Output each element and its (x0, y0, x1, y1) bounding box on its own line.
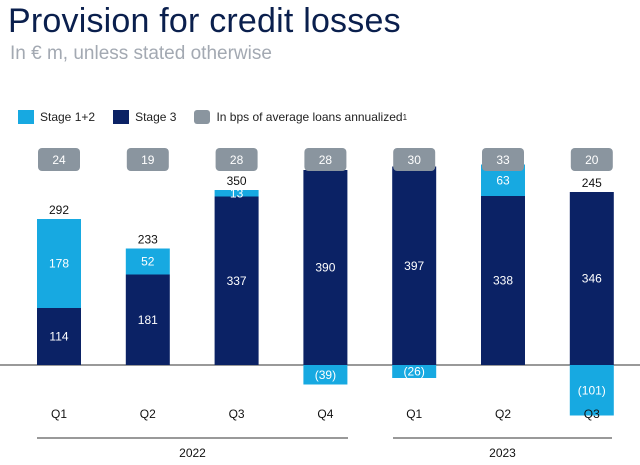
year-group-label: 2022 (179, 446, 206, 460)
bar-label-stage12: (26) (404, 365, 425, 379)
year-group-label: 2023 (489, 446, 516, 460)
bar-label-stage12: (39) (315, 368, 336, 382)
bar-total-label: 350 (227, 174, 247, 188)
bar-label-stage12: 13 (230, 186, 244, 200)
legend-swatch-stage12 (18, 110, 34, 124)
legend-swatch-bps (194, 110, 211, 124)
bps-box (126, 148, 169, 171)
bar-label-stage3: 114 (49, 330, 68, 344)
legend-label-stage12: Stage 1+2 (40, 110, 96, 124)
bps-box (215, 148, 258, 171)
x-tick-label: Q2 (140, 407, 156, 421)
bps-value: 28 (230, 153, 244, 167)
bar-stage3 (569, 192, 614, 365)
legend-label-stage3: Stage 3 (135, 110, 177, 124)
bar-stage12-negative (303, 365, 348, 385)
bar-label-stage12: 63 (496, 173, 510, 187)
bar-stage3 (392, 166, 437, 365)
bar-label-stage3: 390 (315, 261, 335, 275)
bps-value: 28 (319, 153, 333, 167)
chart-legend: Stage 1+2 Stage 3 In bps of average loan… (18, 110, 425, 124)
bar-stage3 (125, 274, 170, 365)
bar-label-stage3: 346 (582, 272, 602, 286)
x-tick-label: Q1 (51, 407, 67, 421)
x-tick-label: Q1 (406, 407, 422, 421)
bps-value: 24 (52, 153, 66, 167)
bar-label-stage12: (101) (578, 383, 606, 397)
bar-label-stage3: 397 (404, 259, 424, 273)
x-tick-label: Q2 (495, 407, 511, 421)
bar-stage12 (125, 248, 170, 275)
x-tick-label: Q3 (584, 407, 600, 421)
legend-label-bps: In bps of average loans annualized (216, 110, 403, 124)
bar-label-stage3: 337 (227, 274, 247, 288)
bar-stage12-negative (392, 365, 437, 378)
bar-label-stage12: 52 (141, 255, 155, 269)
bar-total-label: 233 (138, 233, 158, 247)
bar-stage12-negative (569, 365, 614, 416)
bar-stage3 (303, 170, 348, 365)
bps-value: 33 (496, 153, 510, 167)
bar-label-stage12: 178 (49, 257, 69, 271)
bar-stage3 (481, 196, 525, 365)
bar-total-label: 245 (582, 176, 602, 190)
bps-value: 30 (408, 153, 422, 167)
legend-item-bps: In bps of average loans annualized 1 (194, 110, 407, 124)
x-tick-label: Q4 (317, 407, 333, 421)
bar-label-stage3: 181 (138, 313, 158, 327)
page-subtitle: In € m, unless stated otherwise (10, 43, 272, 64)
x-tick-label: Q3 (229, 407, 245, 421)
bps-box (38, 148, 80, 171)
bar-stage12 (37, 219, 81, 308)
legend-swatch-stage3 (113, 110, 130, 124)
bps-box (570, 148, 613, 171)
bps-value: 19 (141, 153, 155, 167)
bar-stage12 (214, 190, 259, 197)
bar-stage3 (214, 196, 259, 365)
bar-total-label: 292 (49, 203, 69, 217)
page-title: Provision for credit losses (8, 2, 401, 40)
bps-value: 20 (585, 153, 599, 167)
bps-box (482, 148, 524, 171)
legend-item-stage3: Stage 3 (113, 110, 176, 124)
legend-item-stage12: Stage 1+2 (18, 110, 95, 124)
legend-footnote-marker: 1 (402, 112, 408, 122)
bar-label-stage3: 338 (493, 274, 513, 288)
bps-box (393, 148, 436, 171)
bar-stage3 (37, 308, 81, 365)
bps-box (304, 148, 347, 171)
